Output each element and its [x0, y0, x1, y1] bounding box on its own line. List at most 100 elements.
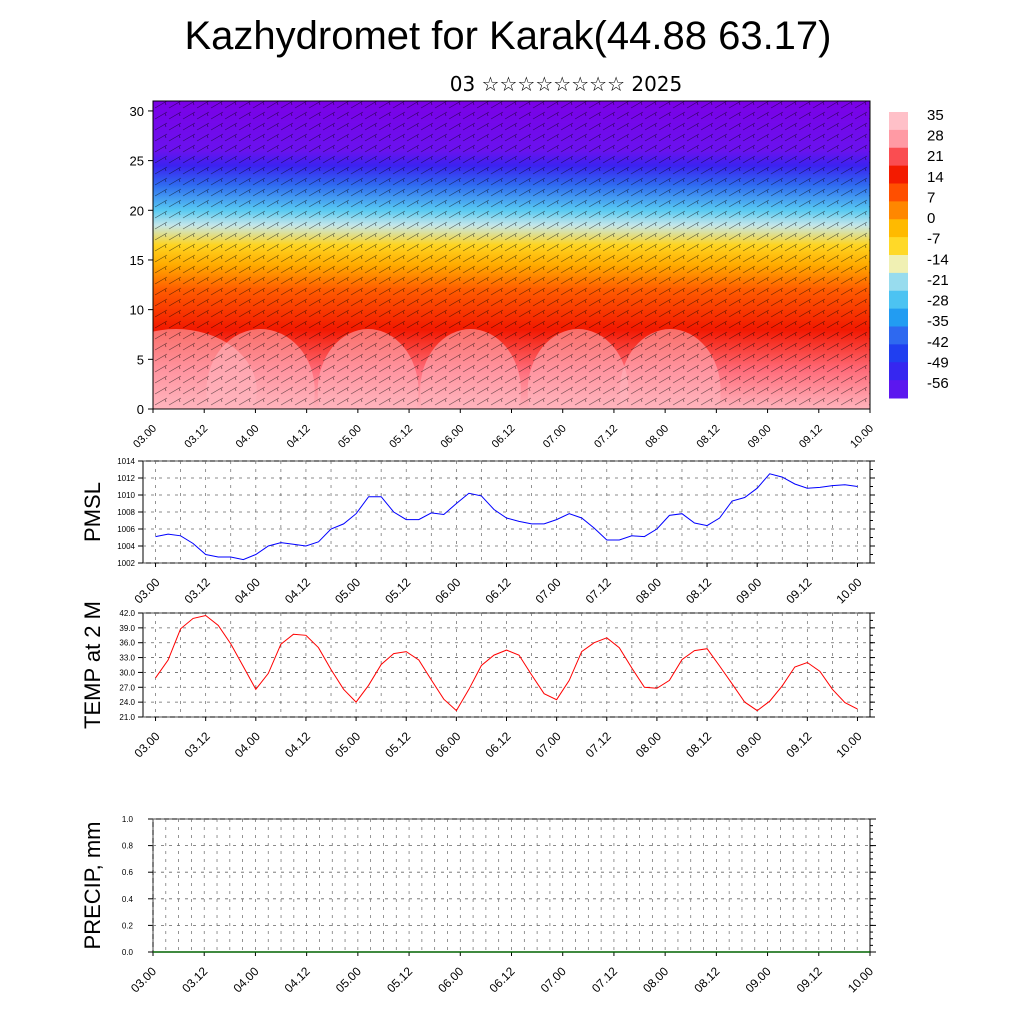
y-axis-title: PMSL [80, 482, 105, 542]
x-tick-label: 09.00 [743, 964, 774, 995]
x-tick-label: 05.00 [332, 575, 363, 606]
x-tick-label: 08.12 [691, 964, 722, 995]
x-tick-label: 06.12 [486, 964, 517, 995]
y-tick-label: 36.0 [119, 639, 135, 648]
x-tick-label: 03.00 [132, 575, 163, 606]
x-tick-label: 10.00 [833, 729, 864, 760]
colorbar-box [889, 272, 908, 292]
x-tick-label: 07.00 [538, 964, 569, 995]
colorbar-label: 35 [927, 107, 944, 124]
pmsl-panel: 1002 1004 1006 1008 1010 1012 1014 03.00 03.12 04… [80, 457, 875, 606]
x-tick-label: 05.12 [384, 964, 415, 995]
series-line [155, 614, 858, 712]
y-tick-label: 1012 [117, 474, 135, 483]
colorbar-box [889, 255, 908, 274]
y-tick-label: 1008 [117, 508, 135, 517]
x-tick-label: 10.00 [833, 575, 864, 606]
x-tick-label: 09.00 [733, 575, 764, 606]
x-tick-label: 04.12 [285, 423, 313, 451]
x-tick-label: 07.12 [583, 575, 614, 606]
x-tick-label: 06.00 [435, 964, 466, 995]
x-tick-label: 04.12 [282, 575, 313, 606]
colorbar-box [889, 201, 908, 220]
y-tick-label: 1006 [117, 525, 135, 534]
x-tick-label: 04.12 [282, 964, 313, 995]
x-tick-label: 03.12 [179, 964, 210, 995]
y-tick-label: 15 [130, 253, 144, 268]
colorbar-box [889, 380, 908, 399]
x-tick-label: 04.00 [234, 423, 262, 451]
y-tick-label: 1004 [117, 542, 135, 551]
y-tick-label: 0.0 [122, 948, 134, 957]
x-tick-label: 07.12 [592, 423, 620, 451]
colorbar-label: -14 [927, 251, 949, 268]
colorbar-label: -42 [927, 334, 949, 351]
y-tick-label: 21.0 [119, 713, 135, 722]
y-tick-label: 24.0 [119, 698, 135, 707]
colorbar-label: 28 [927, 128, 944, 145]
chart-subtitle: 03 ☆☆☆☆☆☆☆☆ 2025 [449, 72, 683, 96]
x-tick-label: 05.12 [387, 423, 415, 451]
y-axis-title: PRECIP, mm [80, 822, 105, 950]
y-tick-label: 0.2 [122, 921, 134, 930]
x-tick-label: 06.12 [490, 423, 518, 451]
y-axis-title: TEMP at 2 M [80, 601, 105, 729]
y-tick-label: 39.0 [119, 624, 135, 633]
x-tick-label: 07.12 [583, 729, 614, 760]
x-tick-label: 08.12 [683, 729, 714, 760]
x-tick-label: 07.00 [533, 575, 564, 606]
colorbar-box [889, 290, 908, 310]
y-tick-label: 10 [130, 303, 144, 318]
x-tick-label: 06.00 [432, 729, 463, 760]
x-tick-label: 08.00 [640, 964, 671, 995]
colorbar-label: -21 [927, 272, 949, 289]
precip-panel: 0.0 0.2 0.4 0.6 0.8 1.0 03.00 03.12 04.00 04.12 05… [80, 815, 876, 995]
y-tick-label: 20 [130, 203, 144, 218]
y-tick-label: 1002 [117, 559, 135, 568]
x-tick-label: 09.00 [733, 729, 764, 760]
x-tick-label: 03.12 [182, 423, 210, 451]
y-tick-label: 5 [137, 352, 144, 367]
x-tick-label: 04.12 [282, 729, 313, 760]
x-tick-label: 07.12 [589, 964, 620, 995]
x-tick-label: 05.00 [332, 729, 363, 760]
x-tick-label: 03.12 [182, 575, 213, 606]
cross-section-panel: 0 5 10 15 20 25 30 03.00 03.12 04.00 04.12 05.00 05.… [130, 100, 876, 451]
x-tick-label: 07.00 [533, 729, 564, 760]
colorbar-box [889, 308, 908, 327]
temp-2m-panel: 21.0 24.0 27.0 30.0 33.0 36.0 39.0 42.0 03.00 03.… [80, 601, 875, 760]
x-tick-label: 10.00 [845, 964, 876, 995]
x-tick-label: 05.12 [382, 575, 413, 606]
x-tick-label: 03.00 [128, 964, 159, 995]
y-tick-label: 1.0 [122, 815, 134, 824]
wind-barbs [153, 101, 870, 409]
y-tick-label: 0.4 [122, 895, 134, 904]
y-tick-label: 25 [130, 154, 144, 169]
y-tick-label: 0 [137, 402, 144, 417]
x-tick-label: 06.00 [432, 575, 463, 606]
x-tick-label: 03.12 [182, 729, 213, 760]
colorbar-box [889, 326, 908, 345]
y-tick-label: 1014 [117, 457, 135, 466]
x-tick-label: 08.00 [633, 729, 664, 760]
chart-title: Kazhydromet for Karak(44.88 63.17) [184, 14, 832, 58]
colorbar-box [889, 112, 908, 131]
colorbar-label: 14 [927, 169, 944, 186]
x-tick-label: 10.00 [848, 423, 876, 451]
x-tick-label: 04.00 [230, 964, 261, 995]
colorbar-box [889, 237, 908, 256]
y-tick-label: 0.8 [122, 842, 134, 851]
colorbar-label: -35 [927, 313, 949, 330]
x-tick-label: 09.12 [783, 729, 814, 760]
colorbar-label: -7 [927, 231, 940, 248]
x-tick-label: 09.12 [797, 423, 825, 451]
colorbar-box [889, 165, 908, 184]
colorbar-label: -28 [927, 293, 949, 310]
colorbar-box [889, 129, 908, 149]
colorbar-label: 7 [927, 189, 935, 206]
x-tick-label: 06.12 [482, 729, 513, 760]
x-tick-label: 03.00 [132, 729, 163, 760]
x-tick-label: 09.00 [746, 423, 774, 451]
x-tick-label: 04.00 [232, 729, 263, 760]
